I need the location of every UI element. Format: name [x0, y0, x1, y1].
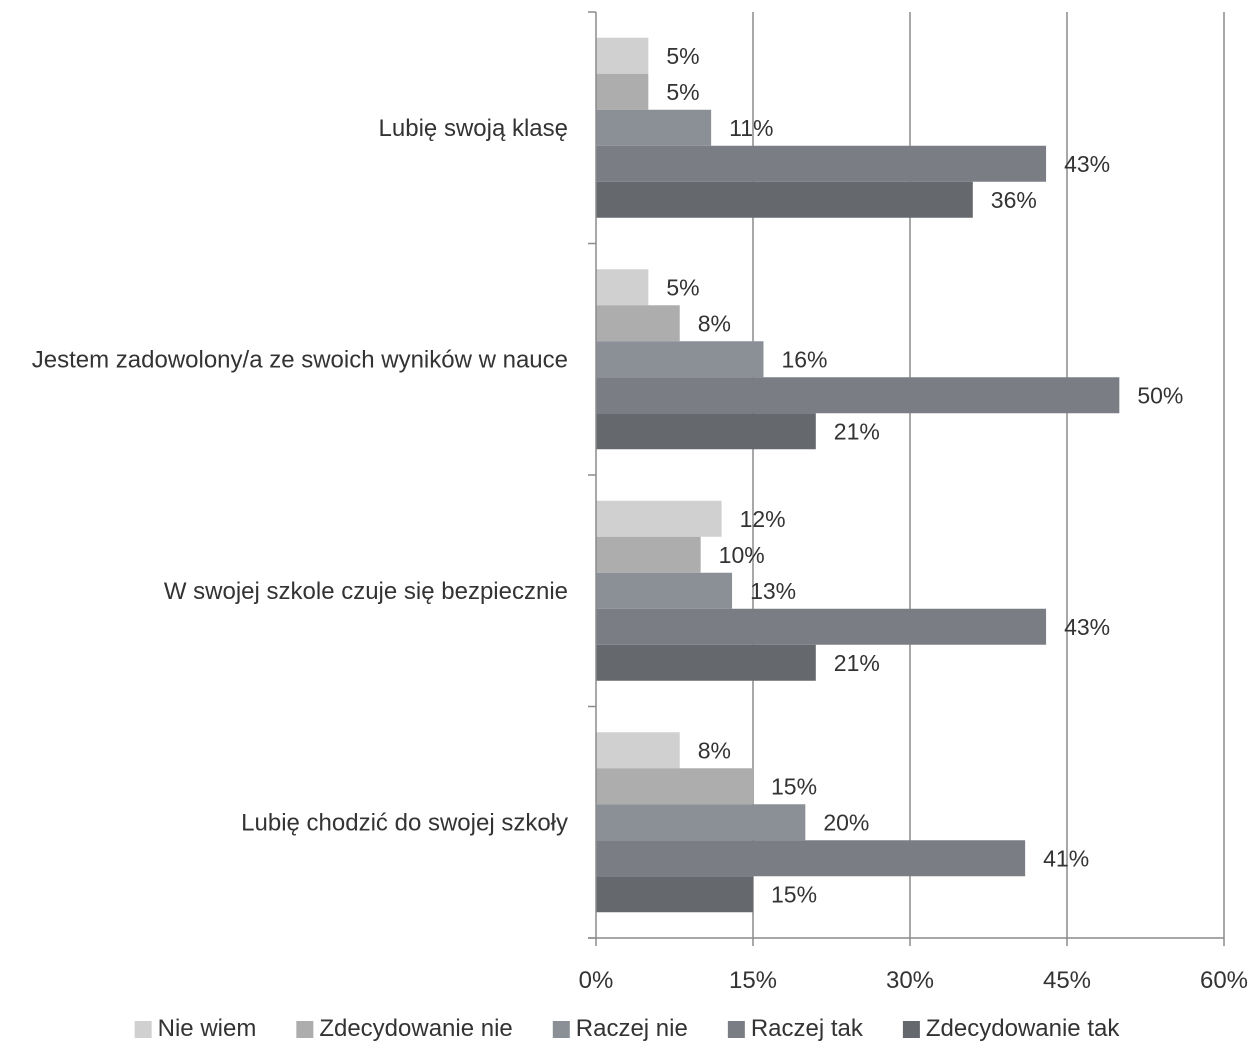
data-label: 20% [823, 809, 869, 835]
data-label: 36% [991, 187, 1037, 213]
bar [596, 876, 753, 913]
legend-label: Zdecydowanie tak [926, 1015, 1120, 1042]
category-label: W swojej szkole czuje się bezpiecznie [164, 578, 568, 605]
category-label: Jestem zadowolony/a ze swoich wyników w … [32, 346, 568, 373]
data-label: 5% [666, 43, 699, 69]
legend-swatch [727, 1021, 745, 1038]
x-tick-label: 15% [729, 967, 777, 994]
bar [596, 145, 1047, 182]
bar [596, 536, 701, 573]
data-label: 15% [771, 773, 817, 799]
data-label: 8% [698, 310, 731, 336]
legend-swatch [552, 1021, 570, 1038]
bar [596, 500, 722, 537]
legend-swatch [296, 1021, 314, 1038]
data-label: 15% [771, 881, 817, 907]
data-label: 50% [1137, 382, 1183, 408]
legend-swatch [134, 1021, 152, 1038]
bar [596, 73, 649, 110]
bar [596, 644, 816, 681]
bar [596, 804, 806, 841]
bar [596, 37, 649, 74]
category-label: Lubię chodzić do swojej szkoły [241, 809, 568, 836]
legend-label: Raczej tak [751, 1015, 864, 1042]
bar [596, 341, 764, 378]
bar [596, 269, 649, 306]
legend-swatch [902, 1021, 920, 1038]
bar [596, 181, 973, 218]
axes: 0% 15% 30% 45% 60% [579, 11, 1248, 994]
bar [596, 305, 680, 342]
data-label: 5% [666, 274, 699, 300]
bar [596, 608, 1047, 645]
data-label: 5% [666, 79, 699, 105]
x-tick-label: 0% [579, 967, 614, 994]
labels: 5% 5% 11% 43% 36% Lubię swoją klasę 5% 8% 16% 50%… [32, 43, 1184, 908]
x-tick-label: 45% [1043, 967, 1091, 994]
data-label: 21% [834, 650, 880, 676]
data-label: 43% [1064, 151, 1110, 177]
bar [596, 768, 753, 805]
data-label: 12% [740, 506, 786, 532]
bar [596, 413, 816, 450]
bar [596, 732, 680, 769]
data-label: 21% [834, 418, 880, 444]
x-tick-label: 60% [1200, 967, 1248, 994]
bar [596, 840, 1026, 877]
bars [596, 37, 1120, 913]
legend-label: Raczej nie [576, 1015, 688, 1042]
data-label: 13% [750, 578, 796, 604]
data-label: 10% [719, 542, 765, 568]
data-label: 43% [1064, 614, 1110, 640]
legend-label: Nie wiem [158, 1015, 257, 1042]
bar [596, 109, 712, 146]
category-label: Lubię swoją klasę [379, 115, 568, 142]
bar [596, 377, 1120, 414]
data-label: 41% [1043, 845, 1089, 871]
x-tick-label: 30% [886, 967, 934, 994]
legend-label: Zdecydowanie nie [319, 1015, 512, 1042]
data-label: 11% [729, 115, 773, 141]
legend: Nie wiem Zdecydowanie nie Raczej nie Raczej… [134, 1015, 1120, 1042]
bar [596, 572, 733, 609]
data-label: 16% [781, 346, 827, 372]
data-label: 8% [698, 737, 731, 763]
